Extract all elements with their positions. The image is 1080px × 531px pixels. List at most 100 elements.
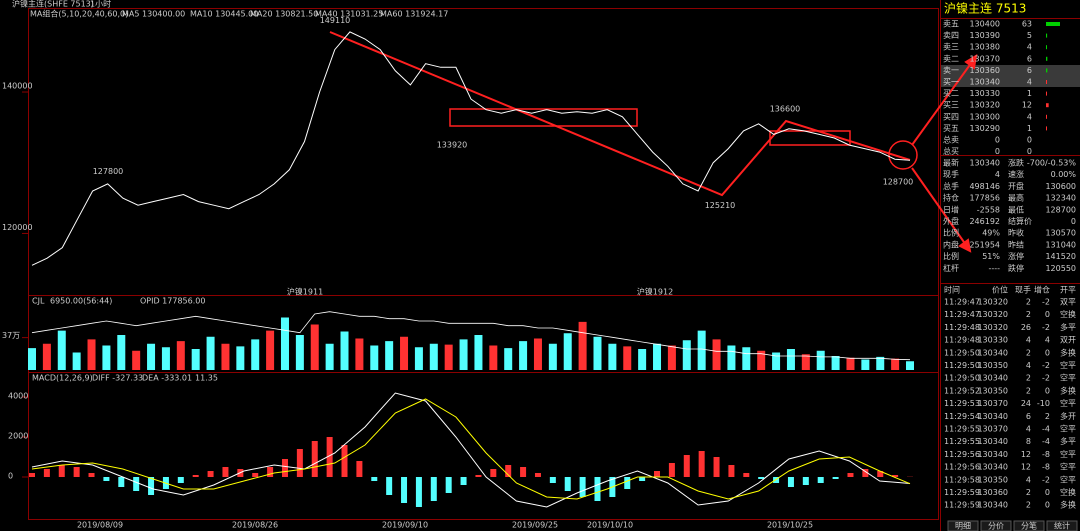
y-tick-label: 37万	[2, 331, 20, 340]
trade-cell: 空平	[1060, 360, 1076, 370]
book-volume: 4	[1027, 78, 1032, 87]
ma-legend: MA10 130445.00	[190, 10, 258, 19]
tab[interactable]	[1013, 520, 1045, 531]
date-label: 2019/09/10	[382, 521, 428, 530]
trade-cell: 2	[1026, 310, 1031, 319]
macd-bar	[296, 449, 303, 477]
tab-label[interactable]: 分价	[988, 522, 1004, 531]
volume-bar	[891, 358, 900, 370]
book-label: 买一	[943, 78, 959, 87]
trade-cell: 空平	[1060, 373, 1076, 383]
book-label: 卖四	[943, 31, 959, 40]
trade-cell: 2	[1045, 412, 1050, 421]
tab[interactable]	[1046, 520, 1078, 531]
best-quote-highlight	[941, 65, 1080, 87]
book-bar	[1046, 126, 1047, 131]
y-tick-label: 140000	[2, 82, 33, 91]
trade-cell: 24	[1021, 399, 1031, 408]
stat-cell: -700/-0.53%	[1027, 159, 1077, 168]
stat-cell: 130340	[969, 159, 1000, 168]
period[interactable]: 1小时	[90, 0, 111, 9]
volume-bar	[667, 345, 676, 370]
trade-cell: 12	[1021, 450, 1031, 459]
trade-cell: 130350	[977, 361, 1008, 370]
trade-cell: 130350	[977, 475, 1008, 484]
trade-cell: 130340	[977, 437, 1008, 446]
trade-cell: 0	[1045, 501, 1050, 510]
tab[interactable]	[947, 520, 979, 531]
macd-bar	[624, 477, 631, 489]
trade-cell: 11:29:59	[944, 488, 980, 497]
panel-title: 沪镍主连 7513	[944, 1, 1026, 16]
trade-header: 增仓	[1034, 285, 1050, 295]
volume-bar	[191, 349, 200, 370]
trade-cell: -8	[1042, 463, 1050, 472]
arrow-head	[964, 54, 978, 70]
price-annotation: 133920	[437, 141, 468, 150]
trade-cell: 多开	[1060, 411, 1076, 421]
opi-line	[31, 311, 911, 361]
tab[interactable]	[980, 520, 1012, 531]
book-label: 买四	[943, 112, 959, 121]
book-price: 130340	[969, 78, 1000, 87]
macd-bar	[475, 475, 482, 477]
tab-label[interactable]: 明细	[955, 521, 971, 531]
volume-bar	[682, 340, 691, 370]
volume-bar	[712, 339, 721, 370]
stat-cell: 最高	[1008, 193, 1024, 203]
macd-bar	[713, 457, 720, 477]
trade-cell: 130340	[977, 374, 1008, 383]
book-total: 0	[995, 136, 1000, 145]
stat-cell: 比例	[943, 228, 959, 238]
trade-cell: -4	[1042, 437, 1050, 446]
trade-cell: -2	[1042, 374, 1050, 383]
trade-cell: 11:29:53	[944, 399, 980, 408]
trade-header: 开平	[1060, 286, 1076, 295]
trade-cell: 130340	[977, 501, 1008, 510]
volume-bar	[251, 339, 260, 370]
arrow	[911, 167, 967, 246]
trade-cell: 0	[1045, 310, 1050, 319]
volume-bar	[786, 349, 795, 370]
macd-bar	[847, 473, 854, 477]
volume-bar	[325, 343, 334, 370]
trade-cell: 11:29:48	[944, 336, 980, 345]
macd-bar	[430, 477, 437, 501]
stat-cell: 49%	[982, 229, 1000, 238]
trade-cell: 0	[1045, 488, 1050, 497]
trade-cell: 130370	[977, 399, 1008, 408]
trade-cell: -4	[1042, 425, 1050, 434]
macd-bar	[192, 475, 199, 477]
macd-bar	[817, 477, 824, 483]
price-annotation: 125210	[705, 201, 736, 210]
book-label: 买五	[943, 124, 959, 133]
trade-cell: 11:29:50	[944, 361, 980, 370]
date-label: 2019/09/25	[512, 521, 558, 530]
volume-bar	[653, 343, 662, 370]
volume-bar	[906, 361, 914, 370]
book-volume: 4	[1027, 112, 1032, 121]
book-total: 0	[1027, 136, 1032, 145]
stat-cell: 速涨	[1008, 169, 1024, 179]
contract-label: 沪镍1912	[637, 287, 673, 297]
macd-bar	[73, 467, 80, 477]
volume-bar	[385, 341, 394, 370]
macd-bar	[401, 477, 408, 503]
price-annotation: 127800	[93, 167, 124, 176]
stat-cell: 最新	[943, 158, 959, 168]
trade-cell: 11:29:55	[944, 437, 980, 446]
trade-cell: 空平	[1060, 462, 1076, 472]
tab-label[interactable]: 分笔	[1021, 521, 1037, 531]
trade-cell: 多平	[1060, 436, 1076, 446]
volume-bar	[340, 331, 349, 370]
stat-cell: 内盘	[943, 239, 959, 249]
stat-cell: 涨停	[1008, 251, 1024, 261]
trade-cell: 0	[1045, 348, 1050, 357]
book-bar	[1046, 33, 1048, 38]
trade-cell: 130330	[977, 336, 1008, 345]
volume-bar	[310, 324, 319, 370]
ma-legend: MA5 130400.00	[122, 10, 185, 19]
tab-label[interactable]: 统计	[1054, 521, 1070, 531]
trade-cell: -8	[1042, 450, 1050, 459]
trade-cell: -2	[1042, 475, 1050, 484]
